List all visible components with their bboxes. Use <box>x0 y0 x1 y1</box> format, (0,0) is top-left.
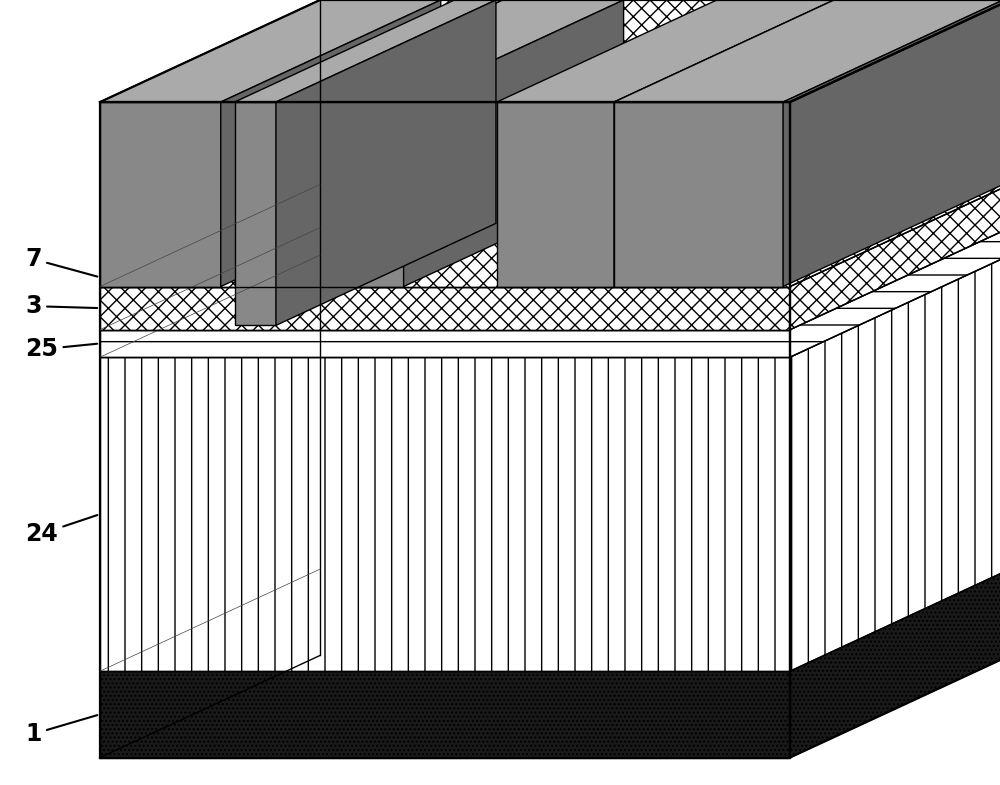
Polygon shape <box>276 31 437 102</box>
Polygon shape <box>100 0 441 102</box>
Polygon shape <box>235 0 496 102</box>
Polygon shape <box>221 0 441 287</box>
Polygon shape <box>783 0 1000 287</box>
Polygon shape <box>497 0 834 102</box>
Polygon shape <box>614 0 834 287</box>
Polygon shape <box>100 330 790 357</box>
Text: 7: 7 <box>25 247 97 276</box>
Text: 10: 10 <box>335 24 608 66</box>
Polygon shape <box>497 102 614 287</box>
Polygon shape <box>790 255 1000 671</box>
Text: 24: 24 <box>25 515 97 546</box>
Polygon shape <box>276 102 283 325</box>
Polygon shape <box>790 228 1000 357</box>
Polygon shape <box>235 265 404 287</box>
Text: 1: 1 <box>25 715 97 746</box>
Text: 8: 8 <box>251 24 456 61</box>
Polygon shape <box>100 671 790 758</box>
Polygon shape <box>790 184 1000 330</box>
Polygon shape <box>100 0 1000 102</box>
Polygon shape <box>283 0 624 102</box>
Polygon shape <box>235 102 276 325</box>
Text: 9: 9 <box>896 31 952 55</box>
Polygon shape <box>404 0 624 287</box>
Polygon shape <box>614 0 1000 102</box>
Polygon shape <box>100 102 221 287</box>
Polygon shape <box>614 102 783 287</box>
Polygon shape <box>100 102 790 287</box>
Polygon shape <box>100 255 1000 357</box>
Polygon shape <box>790 0 1000 287</box>
Polygon shape <box>100 228 1000 330</box>
Polygon shape <box>100 357 790 671</box>
Polygon shape <box>790 569 1000 758</box>
Polygon shape <box>283 102 404 287</box>
Polygon shape <box>100 287 790 330</box>
Polygon shape <box>100 569 1000 671</box>
Polygon shape <box>276 0 496 325</box>
Polygon shape <box>100 184 1000 287</box>
Text: 3: 3 <box>25 294 97 318</box>
Text: 25: 25 <box>25 338 97 361</box>
